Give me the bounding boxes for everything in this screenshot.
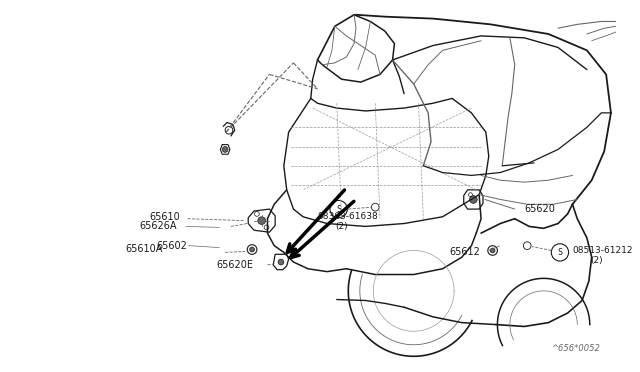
Text: (2): (2) [335,222,348,231]
Circle shape [222,147,228,152]
Circle shape [278,259,284,265]
Circle shape [470,196,477,203]
Circle shape [250,247,255,252]
Text: 65602: 65602 [157,241,188,251]
Circle shape [490,248,495,253]
Text: 08363-61638: 08363-61638 [317,212,378,221]
Text: 65620E: 65620E [216,260,253,270]
Circle shape [258,217,266,224]
Text: ^656*0052: ^656*0052 [552,344,600,353]
Text: S: S [557,248,563,257]
Text: 65610: 65610 [149,212,180,222]
Text: 65620: 65620 [524,204,556,214]
Text: 65610A: 65610A [125,244,163,254]
Text: 65612: 65612 [449,247,480,257]
Text: (2): (2) [590,256,602,264]
Text: 65626A: 65626A [140,221,177,231]
Text: S: S [336,205,341,214]
Text: 08513-61212: 08513-61212 [572,246,633,255]
